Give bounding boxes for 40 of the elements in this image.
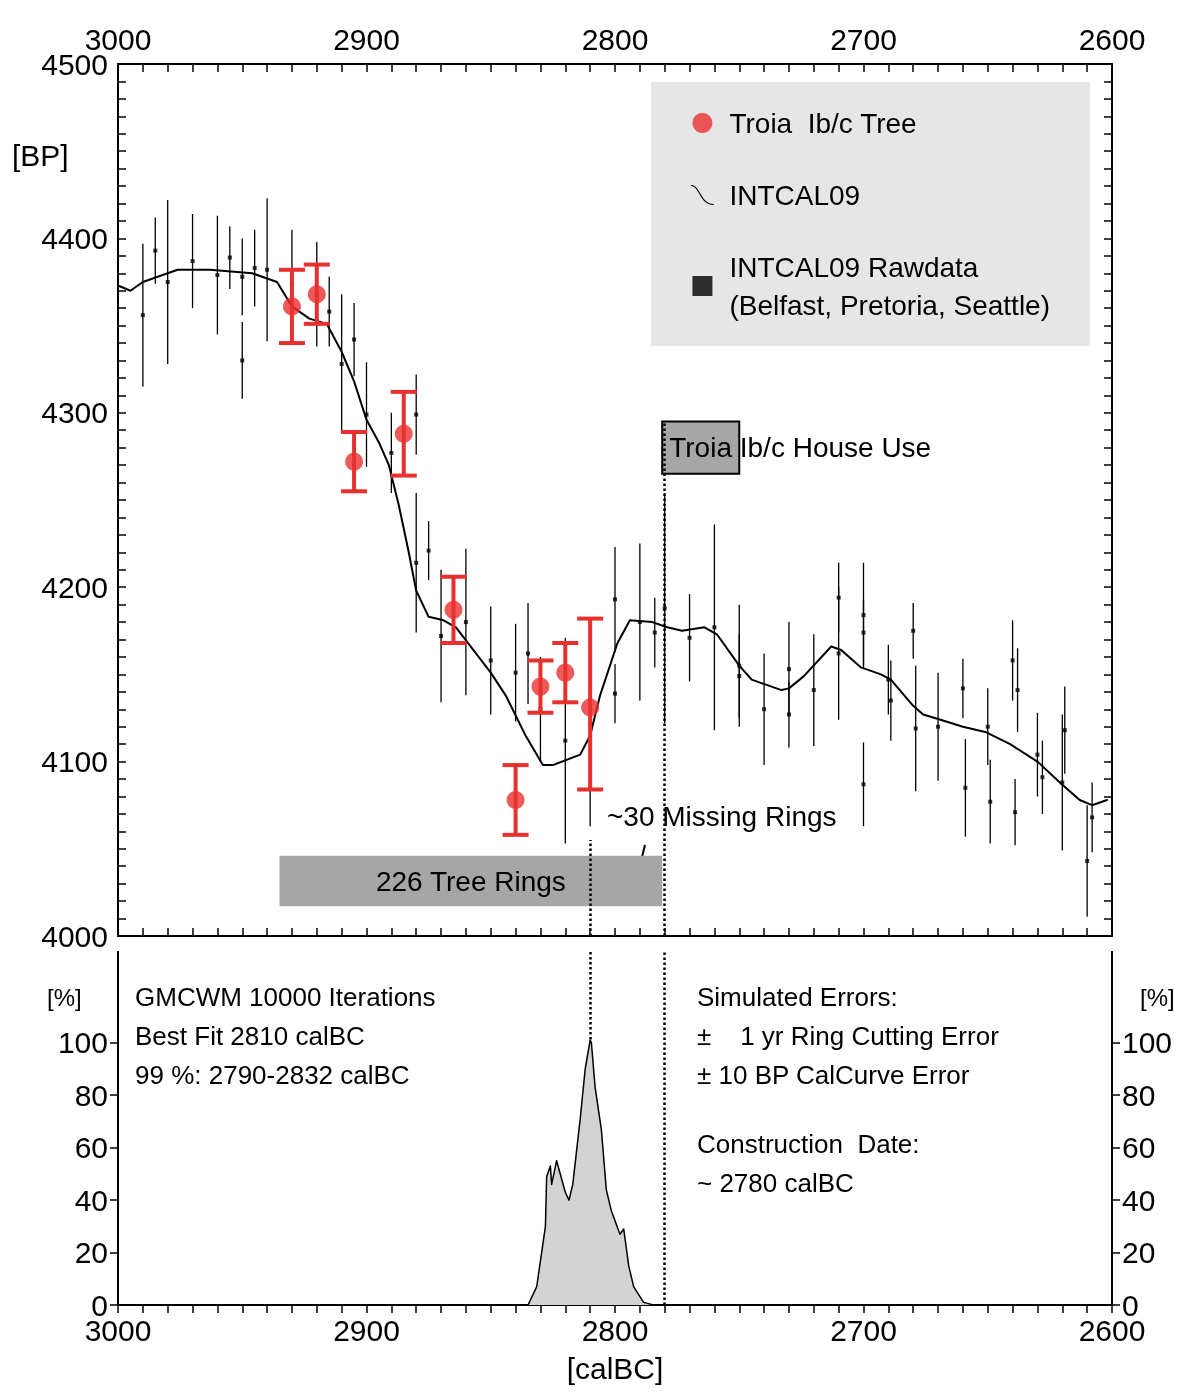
annotation: Construction Date: — [697, 1129, 920, 1159]
y2-tick-label: 20 — [1122, 1236, 1156, 1270]
band-label: 226 Tree Rings — [375, 865, 566, 897]
x-tick-label: 2900 — [333, 1313, 400, 1347]
y-tick-label: 4200 — [41, 570, 108, 604]
annotation: Simulated Errors: — [697, 982, 898, 1012]
legend-label: INTCAL09 Rawdata (Belfast, Pretoria, Seattle) — [729, 251, 1050, 321]
y-tick-label: 4400 — [41, 221, 108, 255]
annotation: ± 10 BP CalCurve Error — [697, 1060, 970, 1090]
y-tick-label: 4100 — [41, 745, 108, 779]
y-axis-title: [%] — [47, 983, 82, 1011]
y2-tick-label: 60 — [1122, 1131, 1156, 1165]
x-tick-label: 2800 — [581, 1313, 649, 1347]
band-label: Troia Ib/c House Use — [669, 432, 932, 464]
y-tick-label: 80 — [74, 1078, 108, 1112]
annotation: 99 %: 2790-2832 calBC — [135, 1060, 410, 1090]
y-tick-label: 60 — [74, 1131, 108, 1165]
y-tick-label: 4000 — [41, 919, 108, 953]
annotation: GMCWM 10000 Iterations — [135, 982, 436, 1012]
annotation: Best Fit 2810 calBC — [135, 1021, 365, 1051]
x-tick-label: 2700 — [830, 22, 897, 56]
y2-axis-title: [%] — [1140, 983, 1175, 1011]
x-tick-label: 2900 — [333, 22, 400, 56]
annotation: ~30 Missing Rings — [607, 800, 837, 832]
y-tick-label: 40 — [74, 1183, 108, 1217]
x-tick-label: 2700 — [830, 1313, 897, 1347]
y-tick-label: 100 — [57, 1026, 108, 1060]
legend-label: INTCAL09 — [729, 179, 861, 211]
y2-tick-label: 100 — [1122, 1026, 1173, 1060]
y-tick-label: 4300 — [41, 396, 108, 430]
y-axis-title: [BP] — [12, 138, 69, 172]
y2-tick-label: 80 — [1122, 1078, 1156, 1112]
annotation: ± 1 yr Ring Cutting Error — [697, 1021, 1000, 1051]
x-axis-title: [calBC] — [566, 1351, 664, 1385]
x-tick-label: 2800 — [581, 22, 649, 56]
x-tick-label: 2600 — [1078, 22, 1146, 56]
y2-tick-label: 40 — [1122, 1183, 1156, 1217]
annotation: ~ 2780 calBC — [697, 1168, 854, 1198]
y-tick-label: 20 — [74, 1236, 108, 1270]
legend-label: Troia Ib/c Tree — [729, 107, 917, 139]
